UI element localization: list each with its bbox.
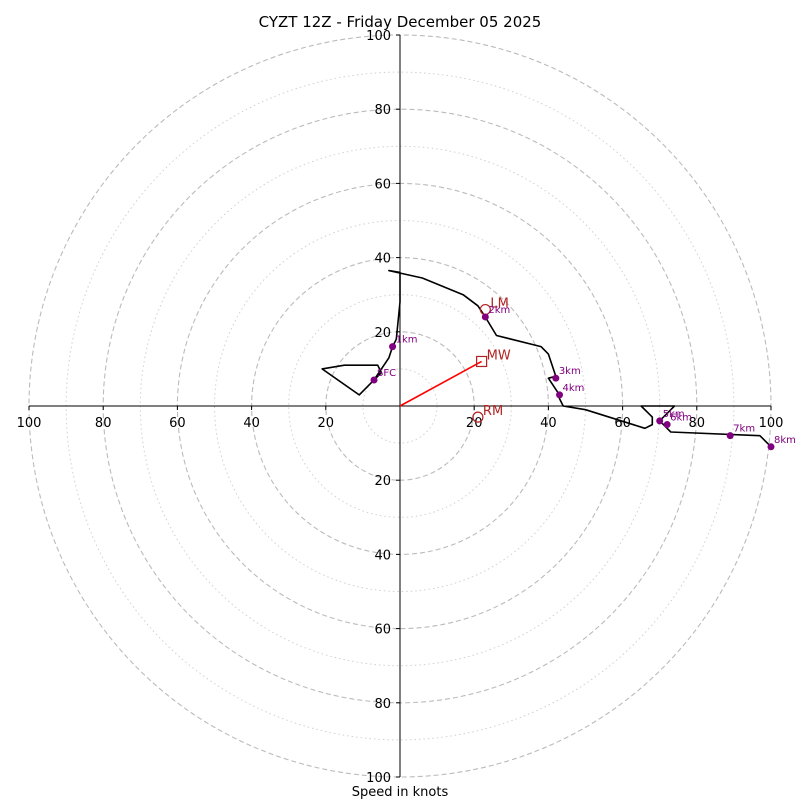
mean-wind-arrow — [399, 360, 483, 407]
mean-wind-vector — [399, 360, 483, 407]
chart-title: CYZT 12Z - Friday December 05 2025 — [259, 13, 542, 31]
y-tick-label: 100 — [366, 29, 391, 44]
y-tick-label: 20 — [374, 474, 391, 489]
x-tick-label: 40 — [540, 416, 557, 431]
rm-label: RM — [483, 404, 503, 419]
height-marker-1km — [389, 343, 397, 351]
x-tick-label: 20 — [318, 416, 335, 431]
height-marker-3km — [552, 374, 560, 382]
height-label-6km: 6km — [670, 413, 692, 424]
x-tick-label: 20 — [466, 416, 483, 431]
x-tick-label: 80 — [95, 416, 112, 431]
tick-labels: 100 80 60 40 20 20 40 60 80 100100806040202040608… — [17, 29, 784, 786]
x-tick-label: 100 — [17, 416, 42, 431]
y-tick-label: 100 — [366, 771, 391, 786]
y-tick-label: 60 — [374, 623, 391, 638]
lm-label: LM — [490, 297, 508, 312]
height-label-5km: 5km — [663, 409, 685, 420]
height-marker-7km — [726, 432, 734, 440]
x-tick-label: 80 — [689, 416, 706, 431]
height-label-8km: 8km — [774, 435, 796, 446]
height-label-2km: 2km — [488, 305, 510, 316]
height-label-4km: 4km — [563, 383, 585, 394]
height-marker-sfc — [370, 376, 378, 384]
mw-marker — [476, 355, 488, 368]
x-axis-label: Speed in knots — [352, 785, 449, 800]
y-tick-label: 80 — [374, 697, 391, 712]
height-label-sfc: SFC — [377, 368, 396, 379]
height-marker-8km — [767, 443, 775, 451]
height-label-1km: 1km — [396, 335, 418, 346]
x-tick-label: 40 — [243, 416, 260, 431]
mw-label: MW — [487, 348, 511, 363]
height-label-3km: 3km — [559, 366, 581, 377]
height-marker-4km — [556, 391, 564, 399]
y-tick-label: 40 — [374, 548, 391, 563]
hodograph-trace — [321, 269, 771, 448]
trace-line — [321, 269, 771, 448]
y-tick-label: 80 — [374, 103, 391, 118]
y-tick-label: 60 — [374, 177, 391, 192]
height-marker-6km — [663, 421, 671, 429]
x-tick-label: 100 — [759, 416, 784, 431]
height-marker-5km — [656, 417, 664, 425]
storm-motion-markers: LM RM MW — [472, 297, 511, 423]
y-tick-label: 20 — [374, 326, 391, 341]
x-tick-label: 60 — [169, 416, 186, 431]
y-tick-label: 40 — [374, 252, 391, 267]
height-marker-2km — [481, 313, 489, 321]
rm-marker — [472, 411, 484, 423]
height-label-7km: 7km — [733, 424, 755, 435]
